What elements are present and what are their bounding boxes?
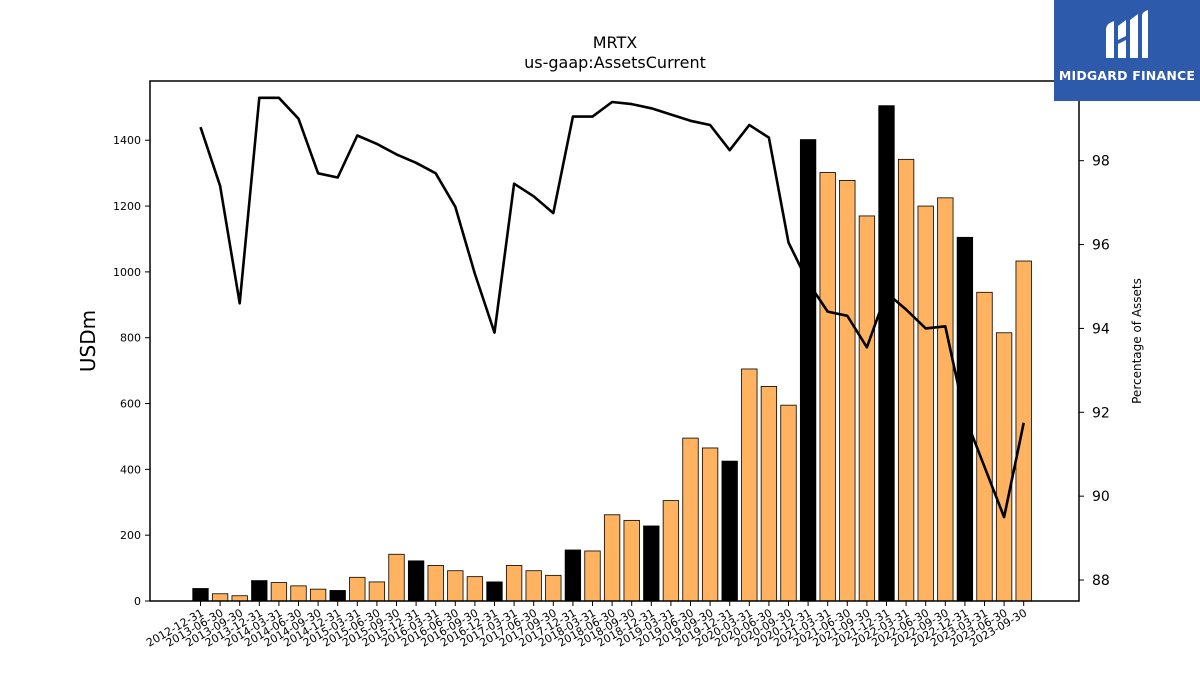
bar (388, 553, 405, 602)
bar (545, 574, 562, 602)
y2-axis-ticks: 88 90 92 94 96 98 (1079, 154, 1110, 589)
bar (897, 158, 915, 602)
bar (427, 565, 444, 602)
logo-text: MIDGARD FINANCE (1058, 68, 1196, 83)
bar (564, 549, 582, 602)
bar (368, 581, 386, 602)
bar (995, 332, 1013, 602)
bar (839, 179, 856, 602)
bar (799, 139, 817, 602)
chart-subtitle: us-gaap:AssetsCurrent (524, 53, 706, 72)
y2-tick-label: 96 (1092, 238, 1110, 254)
bar (741, 368, 758, 602)
y2-tick-label: 94 (1092, 321, 1110, 337)
bar (584, 550, 601, 602)
bar (701, 447, 719, 602)
bar (780, 404, 797, 602)
bar (1015, 260, 1032, 602)
y-axis-ticks: 0 200 400 600 800 1000 1200 1400 (113, 134, 150, 608)
bar (976, 291, 993, 602)
y-tick-label: 400 (120, 463, 141, 476)
y-tick-label: 1200 (113, 200, 141, 213)
bar (231, 595, 248, 602)
bar (466, 576, 484, 602)
bar (682, 437, 699, 602)
y-tick-label: 0 (134, 595, 141, 608)
bar (525, 570, 542, 602)
bar (623, 519, 640, 602)
y2-tick-label: 92 (1092, 405, 1110, 421)
bar (760, 386, 778, 602)
y2-axis-label: Percentage of Assets (1130, 278, 1144, 404)
bar (603, 514, 621, 602)
bar (917, 205, 934, 602)
percentage-line (199, 96, 1025, 519)
bar (937, 197, 954, 602)
y2-tick-label: 98 (1092, 154, 1110, 170)
bar (721, 460, 738, 602)
y-tick-label: 200 (120, 529, 141, 542)
bar-series (192, 105, 1032, 602)
y2-tick-label: 88 (1092, 573, 1110, 589)
y-axis-label: USDm (76, 310, 100, 372)
bar (505, 565, 523, 602)
bar (192, 588, 209, 602)
y-tick-label: 600 (120, 398, 141, 411)
y-tick-label: 1400 (113, 134, 141, 147)
bar (349, 576, 366, 602)
y-tick-label: 800 (120, 332, 141, 345)
chart-title: MRTX (593, 33, 638, 52)
bar (270, 582, 288, 602)
logo-mark-icon (1106, 10, 1148, 58)
company-logo: MIDGARD FINANCE (1054, 0, 1200, 101)
bar (878, 105, 895, 602)
bar (858, 215, 876, 602)
y-tick-label: 1000 (113, 266, 141, 279)
bar (819, 172, 836, 602)
bar (251, 580, 268, 602)
bar (486, 581, 503, 602)
plot-frame (149, 80, 1080, 602)
bar (407, 560, 425, 602)
bar (643, 525, 660, 602)
x-axis-ticks: 2012-12-312013-06-302013-09-302013-12-31… (144, 601, 1029, 650)
bar (447, 570, 464, 602)
bar (329, 590, 346, 602)
bar (290, 585, 307, 602)
y2-tick-label: 90 (1092, 489, 1110, 505)
bar (309, 588, 327, 602)
bar (211, 593, 229, 602)
bar (662, 500, 680, 602)
